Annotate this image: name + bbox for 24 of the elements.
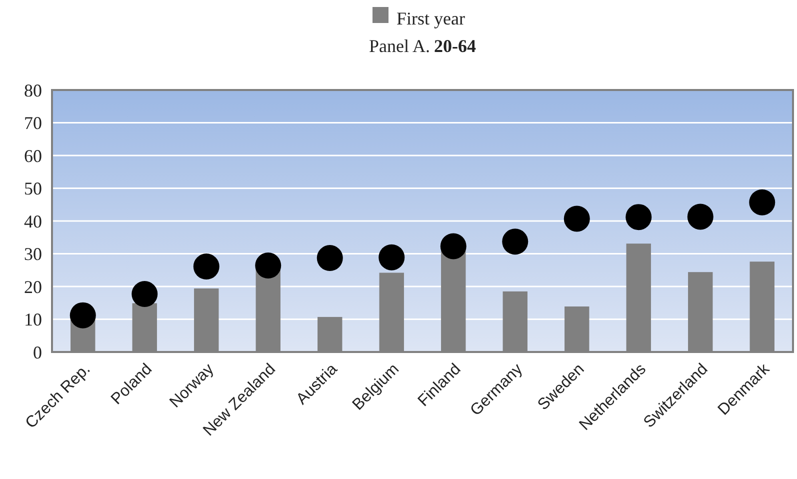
- y-tick-label: 50: [24, 178, 42, 199]
- y-tick-label: 30: [24, 244, 42, 264]
- y-tick-label: 0: [33, 342, 42, 362]
- point: [749, 189, 776, 216]
- legend-label: First year: [396, 8, 465, 28]
- y-tick-label: 80: [24, 80, 42, 100]
- chart-subtitle: 20-64: [434, 36, 476, 56]
- point: [255, 252, 282, 279]
- point: [132, 281, 158, 308]
- point: [502, 228, 528, 255]
- y-tick-label: 10: [24, 310, 42, 330]
- point: [378, 244, 405, 270]
- chart-title: Panel A.: [369, 36, 430, 56]
- point: [70, 302, 96, 328]
- point: [440, 233, 466, 260]
- point: [626, 204, 652, 230]
- point: [316, 245, 343, 272]
- point: [564, 206, 590, 232]
- y-tick-label: 20: [24, 276, 42, 297]
- y-tick-label: 60: [24, 146, 42, 166]
- y-tick-label: 40: [24, 211, 42, 232]
- point: [193, 254, 220, 280]
- y-tick-label: 70: [24, 113, 42, 134]
- point: [687, 204, 714, 230]
